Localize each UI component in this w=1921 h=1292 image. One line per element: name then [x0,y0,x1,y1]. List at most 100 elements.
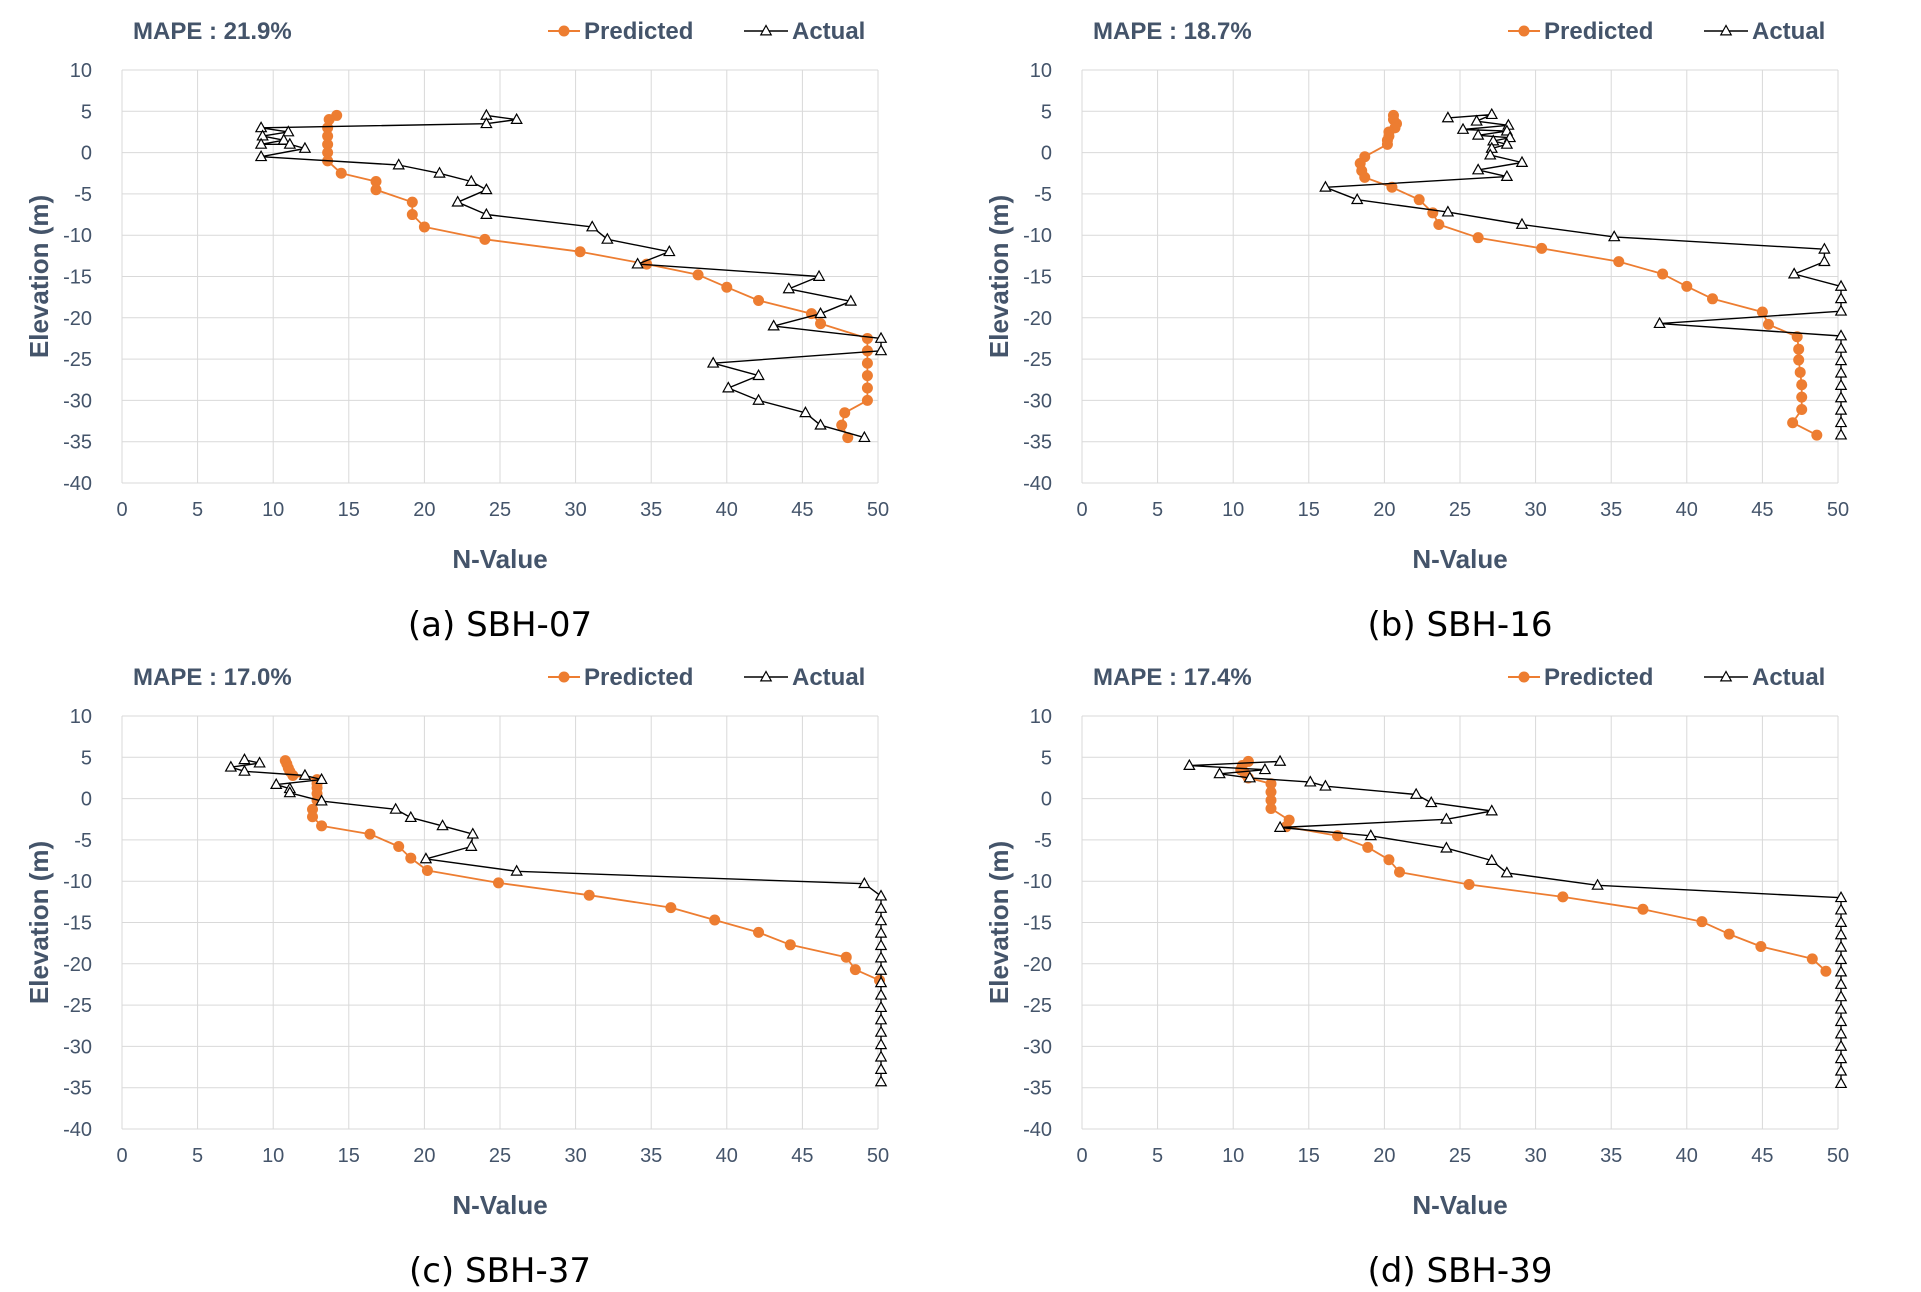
predicted-point [287,769,299,781]
predicted-point [1359,171,1371,183]
y-tick-label: -5 [1034,830,1052,852]
actual-point [874,1013,888,1025]
actual-point [1834,928,1848,940]
predicted-point [709,914,721,926]
actual-point [663,244,676,257]
actual-point [298,768,312,780]
actual-point [874,951,888,963]
y-tick-label: -35 [1023,1078,1052,1100]
x-tick-label: 10 [1222,1145,1244,1167]
predicted-point [1796,379,1808,391]
y-tick-label: 10 [70,706,92,728]
y-tick-label: 0 [81,143,92,165]
y-tick-label: -15 [1023,913,1052,935]
x-tick-label: 10 [262,1145,284,1167]
predicted-point [840,951,852,963]
actual-point [1834,1039,1848,1051]
predicted-point [861,357,873,369]
actual-point [1515,217,1529,229]
actual-point [874,988,888,1000]
actual-point [631,257,644,269]
legend-actual-marker [759,670,773,682]
actual-point [858,876,871,889]
y-tick-label: -30 [1023,390,1052,412]
predicted-point [1383,854,1395,866]
actual-point [1591,878,1604,890]
x-tick-label: 5 [192,499,203,521]
x-tick-label: 45 [791,499,813,521]
actual-point [465,839,478,851]
x-tick-label: 15 [338,1145,360,1167]
actual-point [389,802,402,814]
actual-point [1834,1002,1848,1014]
predicted-point [335,167,347,179]
y-tick-label: 5 [1041,101,1052,123]
x-tick-label: 40 [716,499,738,521]
actual-point [1834,977,1848,989]
legend-predicted-marker [558,25,570,37]
actual-point [1500,866,1514,878]
predicted-point [1796,403,1808,415]
predicted-point [753,294,765,306]
predicted-point [583,889,595,901]
actual-point [1183,758,1196,771]
predicted-point [322,130,334,142]
actual-point [752,368,765,381]
predicted-point [861,345,873,357]
y-axis-title: Elevation (m) [984,195,1014,358]
actual-point [480,207,493,219]
x-tick-label: 0 [1076,1145,1087,1167]
x-tick-label: 25 [1449,499,1471,521]
legend-predicted-label: Predicted [1544,18,1653,45]
x-tick-label: 35 [640,1145,662,1167]
x-tick-label: 50 [867,499,889,521]
actual-point [706,356,720,368]
predicted-point [1756,306,1768,318]
x-tick-label: 50 [1827,499,1849,521]
y-tick-label: -25 [1023,349,1052,371]
actual-point [1409,787,1423,799]
y-tick-label: -10 [1023,871,1052,893]
actual-point [1319,180,1332,192]
mape-label: MAPE : 17.4% [1093,664,1252,691]
predicted-point [421,864,433,876]
actual-point [1500,137,1514,149]
actual-point [782,282,796,294]
actual-point [767,319,780,331]
actual-point [1470,114,1483,126]
actual-point [814,306,827,319]
actual-point [404,810,418,823]
predicted-point [364,828,376,840]
actual-point [1471,128,1485,140]
legend-actual-label: Actual [792,18,865,45]
gridlines [121,69,879,484]
actual-point [1425,796,1438,808]
actual-point [283,786,297,798]
chart-svg: 0 5 10 15 20 25 30 35 40 45 501050-5-10-15-20-25-3… [24,18,889,645]
x-tick-label: 30 [1524,499,1546,521]
actual-point [1440,841,1453,853]
predicted-point [1637,903,1649,915]
predicted-point [405,852,417,864]
actual-point [1834,341,1848,353]
y-tick-label: 10 [70,60,92,82]
predicted-series [1354,109,1823,441]
predicted-point [1681,280,1693,292]
y-tick-label: -25 [63,349,92,371]
legend-actual-marker [1719,670,1733,682]
actual-point [433,166,446,178]
actual-point [1834,965,1848,977]
actual-point [1834,329,1848,341]
predicted-point [1381,138,1393,150]
y-tick-label: -20 [63,308,92,330]
y-tick-label: -10 [63,225,92,247]
panel-caption: (c) SBH-37 [409,1251,591,1291]
predicted-point [370,184,382,196]
actual-point [1834,1064,1848,1076]
actual-point [465,174,478,186]
actual-point [1818,242,1831,254]
actual-point [466,827,480,839]
predicted-point [418,221,430,233]
panel-caption: (a) SBH-07 [408,605,592,645]
actual-point [874,889,888,901]
